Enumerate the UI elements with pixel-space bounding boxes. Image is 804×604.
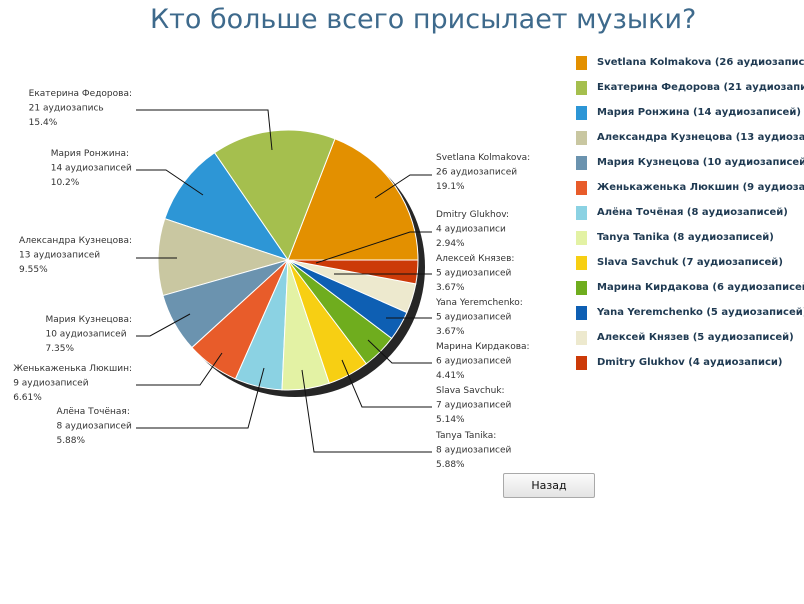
slice-label-7: Tanya Tanika: 8 аудиозаписей 5.88% xyxy=(435,431,512,470)
leader-line-7 xyxy=(301,369,432,453)
legend-item-6: Алёна Точёная (8 аудиозаписей) xyxy=(572,200,804,225)
slice-label-1: Екатерина Федорова: 21 аудиозапись 15.4% xyxy=(29,89,132,128)
slice-label-3: Александра Кузнецова: 13 аудиозаписей 9.55… xyxy=(19,236,132,275)
legend-label: Мария Ронжина (14 аудиозаписей) xyxy=(597,107,801,118)
back-button[interactable]: Назад xyxy=(503,473,595,498)
legend-swatch xyxy=(576,255,587,270)
slice-label-11: Алексей Князев: 5 аудиозаписей 3.67% xyxy=(436,254,514,293)
pie-slice-12[interactable] xyxy=(287,259,419,285)
leader-line-2 xyxy=(136,169,204,196)
legend-item-2: Мария Ронжина (14 аудиозаписей) xyxy=(572,100,804,125)
legend-swatch xyxy=(576,80,587,95)
legend-swatch xyxy=(576,130,587,145)
legend-label: Алёна Точёная (8 аудиозаписей) xyxy=(597,207,788,218)
slice-label-0: Svetlana Kolmakova: 26 аудиозаписей 19.1% xyxy=(436,153,530,192)
leader-line-1 xyxy=(136,109,273,151)
chart-title: Кто больше всего присылает музыки? xyxy=(150,4,697,35)
slice-label-12: Dmitry Glukhov: 4 аудиозаписи 2.94% xyxy=(436,210,509,249)
legend-item-4: Мария Кузнецова (10 аудиозаписей) xyxy=(572,150,804,175)
slice-label-8: Slava Savchuk: 7 аудиозаписей 5.14% xyxy=(436,386,512,425)
legend-item-5: Женькаженька Люкшин (9 аудиозаписей) xyxy=(572,175,804,200)
pie-slice-2[interactable] xyxy=(164,152,290,261)
slice-label-6: Алёна Точёная: 8 аудиозаписей 5.88% xyxy=(56,407,132,446)
leader-line-4 xyxy=(136,313,191,337)
legend-swatch xyxy=(576,105,587,120)
legend-item-1: Екатерина Федорова (21 аудиозапись) xyxy=(572,75,804,100)
legend-item-9: Марина Кирдакова (6 аудиозаписей) xyxy=(572,275,804,300)
legend-label: Марина Кирдакова (6 аудиозаписей) xyxy=(597,282,804,293)
legend-label: Svetlana Kolmakova (26 аудиозаписей) xyxy=(597,57,804,68)
legend-swatch xyxy=(576,180,587,195)
legend-label: Екатерина Федорова (21 аудиозапись) xyxy=(597,82,804,93)
pie-slice-1[interactable] xyxy=(213,129,336,262)
leader-line-8 xyxy=(341,359,432,408)
slice-label-10: Yana Yeremchenko: 5 аудиозаписей 3.67% xyxy=(435,298,523,337)
pie-chart: Svetlana Kolmakova: 26 аудиозаписей 19.1% Е… xyxy=(13,89,530,470)
legend-item-0: Svetlana Kolmakova (26 аудиозаписей) xyxy=(572,50,804,75)
legend-swatch xyxy=(576,305,587,320)
legend-label: Женькаженька Люкшин (9 аудиозаписей) xyxy=(597,182,804,193)
slice-label-5: Женькаженька Люкшин: 9 аудиозаписей 6.61% xyxy=(13,364,132,403)
legend-swatch xyxy=(576,205,587,220)
legend-item-11: Алексей Князев (5 аудиозаписей) xyxy=(572,325,804,350)
slice-label-9: Марина Кирдакова: 6 аудиозаписей 4.41% xyxy=(436,342,530,381)
leader-line-5 xyxy=(136,352,223,386)
legend-label: Slava Savchuk (7 аудиозаписей) xyxy=(597,257,783,268)
legend-label: Александра Кузнецова (13 аудиозаписей) xyxy=(597,132,804,143)
leader-line-6 xyxy=(136,367,265,429)
legend-item-3: Александра Кузнецова (13 аудиозаписей) xyxy=(572,125,804,150)
legend-item-7: Tanya Tanika (8 аудиозаписей) xyxy=(572,225,804,250)
legend-swatch xyxy=(576,330,587,345)
leader-line-0 xyxy=(374,174,432,199)
legend-item-12: Dmitry Glukhov (4 аудиозаписи) xyxy=(572,350,804,375)
legend-swatch xyxy=(576,55,587,70)
legend-swatch xyxy=(576,230,587,245)
leader-line-12 xyxy=(315,231,432,264)
pie-slice-3[interactable] xyxy=(157,218,290,297)
legend-swatch xyxy=(576,155,587,170)
pie-slice-0[interactable] xyxy=(287,138,419,261)
legend-swatch xyxy=(576,280,587,295)
legend-item-10: Yana Yeremchenko (5 аудиозаписей) xyxy=(572,300,804,325)
legend-swatch xyxy=(576,355,587,370)
legend-label: Tanya Tanika (8 аудиозаписей) xyxy=(597,232,774,243)
slice-label-4: Мария Кузнецова: 10 аудиозаписей 7.35% xyxy=(45,315,132,354)
legend: Svetlana Kolmakova (26 аудиозаписей) Екат… xyxy=(572,50,804,375)
legend-label: Dmitry Glukhov (4 аудиозаписи) xyxy=(597,357,783,368)
legend-label: Алексей Князев (5 аудиозаписей) xyxy=(597,332,794,343)
legend-label: Yana Yeremchenko (5 аудиозаписей) xyxy=(597,307,804,318)
legend-label: Мария Кузнецова (10 аудиозаписей) xyxy=(597,157,804,168)
slice-label-2: Мария Ронжина: 14 аудиозаписей 10.2% xyxy=(51,149,132,188)
legend-item-8: Slava Savchuk (7 аудиозаписей) xyxy=(572,250,804,275)
leader-line-9 xyxy=(367,339,432,364)
